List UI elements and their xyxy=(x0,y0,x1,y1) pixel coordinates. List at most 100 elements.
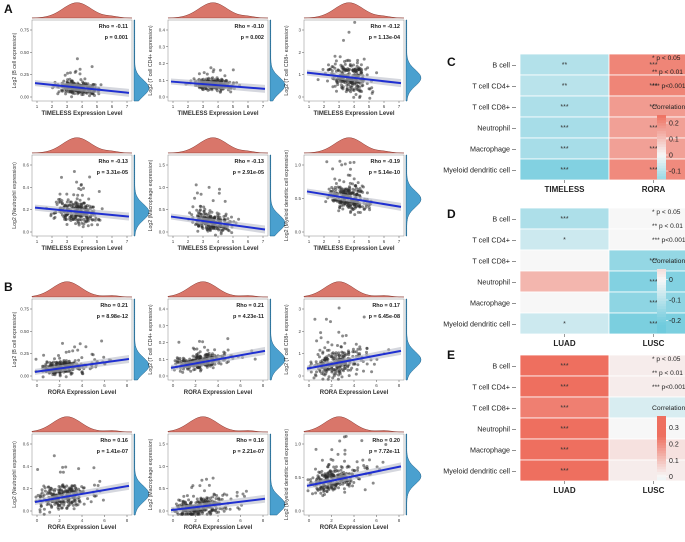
x-tick-label: 4 xyxy=(217,383,220,388)
colorbar-tick-label: 0.1 xyxy=(669,458,679,465)
data-point xyxy=(78,342,82,346)
data-point xyxy=(68,90,72,94)
data-point xyxy=(351,347,355,351)
data-point xyxy=(216,227,220,231)
data-point xyxy=(185,494,189,498)
data-point xyxy=(319,336,323,340)
colorbar-segment xyxy=(657,125,666,129)
data-point xyxy=(327,486,331,490)
scatter-points xyxy=(306,306,391,381)
rho-value: Rho = -0.11 xyxy=(99,24,128,30)
significance-legend-item: *** p<0.001 xyxy=(652,384,685,391)
significance-stars: *** xyxy=(560,405,568,412)
data-point xyxy=(331,65,335,69)
data-point xyxy=(86,497,90,501)
data-point xyxy=(358,345,362,349)
data-point xyxy=(348,63,352,66)
data-point xyxy=(209,214,213,218)
colorbar-segment xyxy=(657,155,666,159)
data-point xyxy=(221,228,225,232)
data-point xyxy=(345,88,349,92)
data-point xyxy=(226,217,230,221)
data-point xyxy=(333,84,337,88)
data-point xyxy=(64,465,68,469)
data-point xyxy=(314,447,318,451)
data-point xyxy=(178,358,181,362)
right-density-curve xyxy=(269,154,286,237)
heatmap-d: B cell – ***T cell CD4+ – *T cell CD8+ – **… xyxy=(443,207,685,348)
data-point xyxy=(334,78,338,82)
x-tick-label: 3 xyxy=(202,104,205,109)
x-axis-label: TIMELESS Expression Level xyxy=(177,111,258,117)
x-tick-label: 7 xyxy=(262,239,265,244)
x-tick-label: 2 xyxy=(330,383,333,388)
data-point xyxy=(87,197,91,201)
data-point xyxy=(318,368,322,372)
x-tick-label: 2 xyxy=(58,518,61,523)
column-label: RORA xyxy=(642,185,666,194)
data-point xyxy=(92,466,96,470)
trend-line xyxy=(306,465,402,487)
colorbar-tick-label: 0.2 xyxy=(669,441,679,448)
data-point xyxy=(365,73,369,77)
data-point xyxy=(61,465,65,469)
data-point xyxy=(340,83,343,87)
data-point xyxy=(205,477,208,481)
data-point xyxy=(354,372,358,376)
data-point xyxy=(218,187,221,191)
x-tick-label: 1 xyxy=(172,239,175,244)
x-axis-label: RORA Expression Level xyxy=(48,390,117,396)
data-point xyxy=(355,368,359,371)
data-point xyxy=(334,372,338,376)
data-point xyxy=(361,185,365,189)
data-point xyxy=(356,468,359,472)
data-point xyxy=(375,71,379,75)
trend-line xyxy=(170,80,266,90)
data-point xyxy=(188,211,192,215)
data-point xyxy=(89,500,93,504)
data-point xyxy=(222,509,226,513)
data-point xyxy=(181,356,185,360)
x-tick-label: 1 xyxy=(172,104,175,109)
x-tick-label: 2 xyxy=(323,104,326,109)
colorbar-segment xyxy=(657,440,666,444)
data-point xyxy=(45,503,49,507)
y-tick-label: 0.5 xyxy=(295,196,302,201)
significance-stars: *** xyxy=(649,125,657,132)
colorbar-segment xyxy=(657,426,666,430)
right-density-curve xyxy=(133,433,150,516)
p-value: p = 1.41e-07 xyxy=(97,449,128,455)
data-point xyxy=(65,192,69,196)
data-point xyxy=(338,159,342,163)
data-point xyxy=(63,73,67,77)
column-label: LUAD xyxy=(553,486,575,495)
data-point xyxy=(64,92,68,96)
right-density-curve xyxy=(269,19,286,102)
x-tick-label: 3 xyxy=(66,104,69,109)
data-point xyxy=(75,57,79,61)
y-tick-label: 0.2 xyxy=(159,61,166,66)
data-point xyxy=(42,507,46,511)
data-point xyxy=(359,63,363,67)
data-point xyxy=(85,91,89,95)
colorbar-tick-label: -0.2 xyxy=(669,318,681,325)
x-tick-label: 0 xyxy=(308,518,311,523)
data-point xyxy=(309,370,313,374)
data-point xyxy=(185,511,189,515)
data-point xyxy=(346,58,350,62)
data-point xyxy=(338,55,342,59)
scatter-plot: 1 2 3 4 5 6 7 0 1 2 3 TIMELESS Expression Level Log2… xyxy=(284,2,422,117)
x-tick-label: 7 xyxy=(126,239,129,244)
data-point xyxy=(62,361,66,365)
colorbar-segment xyxy=(657,437,666,441)
data-point xyxy=(90,223,94,227)
row-label: Macrophage – xyxy=(470,446,516,455)
data-point xyxy=(340,466,344,469)
data-point xyxy=(335,81,339,85)
significance-stars: *** xyxy=(649,83,657,90)
data-point xyxy=(207,211,211,215)
colorbar-segment xyxy=(657,456,666,460)
colorbar-segment xyxy=(657,461,666,465)
data-point xyxy=(206,88,210,92)
